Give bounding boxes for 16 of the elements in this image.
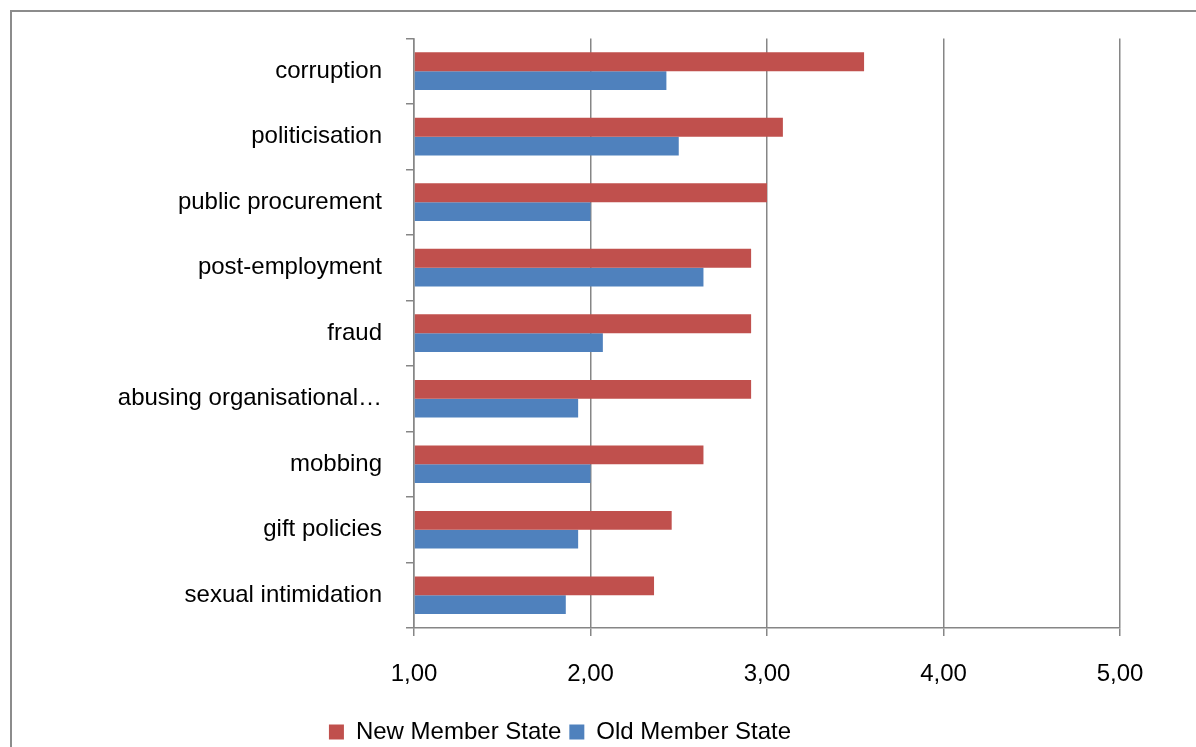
- legend-label: Old Member State: [596, 716, 792, 744]
- x-tick-label: 4,00: [920, 659, 967, 687]
- y-tick-label: corruption: [275, 55, 382, 83]
- y-tick-label: public procurement: [177, 186, 383, 214]
- legend-label: New Member State: [355, 716, 562, 744]
- y-tick-label: politicisation: [251, 121, 382, 149]
- x-tick-label: 3,00: [743, 659, 791, 687]
- y-tick-label: gift policies: [263, 514, 382, 542]
- y-tick-label: fraud: [327, 317, 382, 345]
- y-tick-label: post-employment: [197, 252, 383, 280]
- y-tick-label: sexual intimidation: [184, 579, 382, 607]
- x-tick-label: 5,00: [1096, 659, 1144, 687]
- x-tick-label: 1,00: [390, 659, 438, 687]
- x-tick-label: 2,00: [567, 659, 614, 687]
- y-tick-label: abusing organisational…: [117, 383, 382, 411]
- y-tick-label: mobbing: [289, 448, 382, 476]
